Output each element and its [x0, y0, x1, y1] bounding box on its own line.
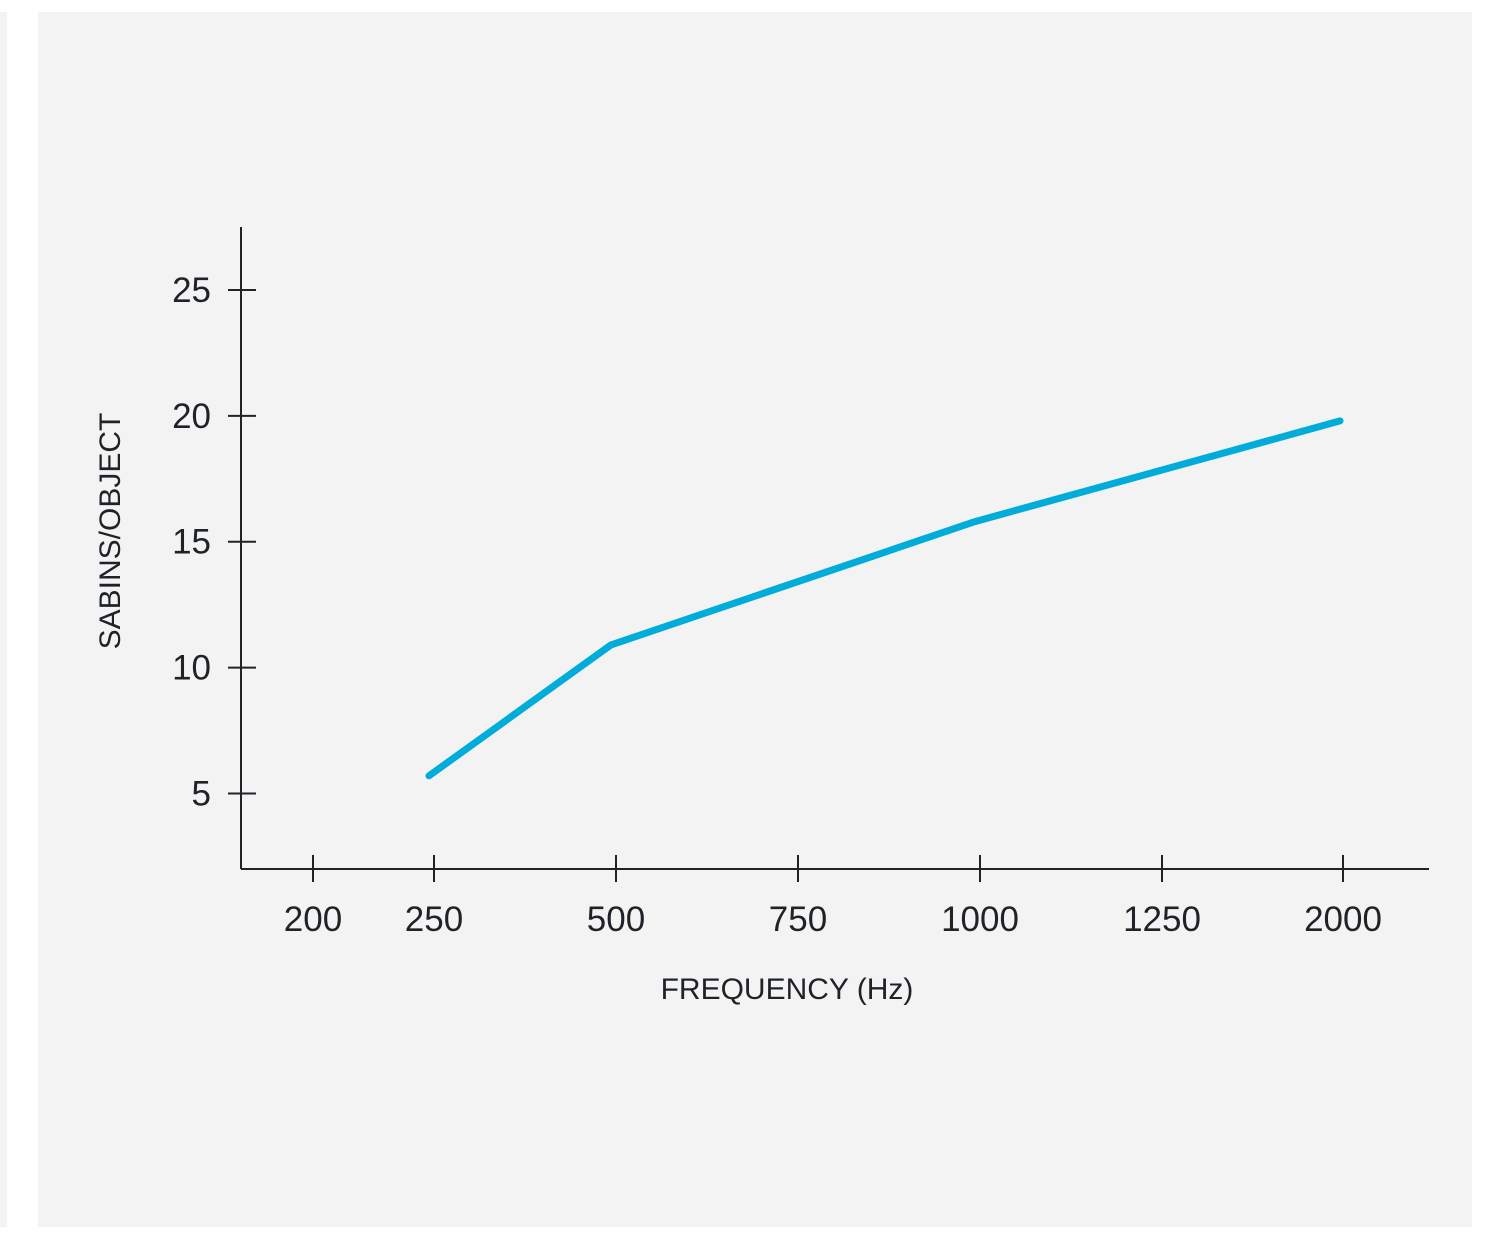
- y-ticks: 5 10 15 20 25: [172, 271, 256, 813]
- y-tick-label: 15: [172, 523, 211, 562]
- x-tick-label: 1000: [941, 900, 1019, 939]
- x-tick-label: 250: [405, 900, 463, 939]
- y-tick-label: 10: [172, 649, 211, 688]
- x-ticks: 200 250 500 750 1000 1250 2000: [284, 855, 1382, 939]
- left-edge-strip: [0, 12, 7, 1227]
- series-layer: [425, 417, 1344, 780]
- x-axis-title: FREQUENCY (Hz): [661, 973, 914, 1006]
- y-axis-title: SABINS/OBJECT: [94, 413, 127, 650]
- y-tick-label: 25: [172, 271, 211, 310]
- x-tick-label: 750: [769, 900, 827, 939]
- y-tick-label: 20: [172, 397, 211, 436]
- x-tick-label: 200: [284, 900, 342, 939]
- x-tick-label: 2000: [1304, 900, 1382, 939]
- chart-axes: [240, 227, 1429, 870]
- x-tick-label: 500: [587, 900, 645, 939]
- y-tick-label: 5: [192, 774, 211, 813]
- series-line: [425, 417, 1344, 780]
- chart-panel: [38, 12, 1472, 1227]
- x-tick-label: 1250: [1123, 900, 1201, 939]
